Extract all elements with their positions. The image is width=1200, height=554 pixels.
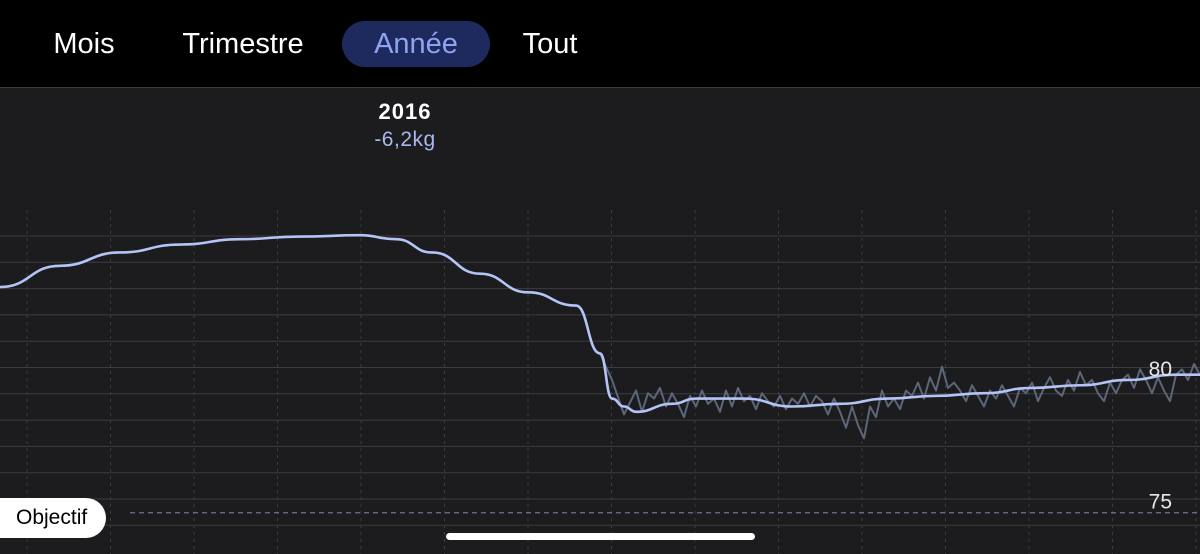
raw-weight-line xyxy=(599,352,1200,440)
selected-period-weight-change: -6,2kg xyxy=(374,128,436,151)
tab-tout[interactable]: Tout xyxy=(522,28,578,60)
period-tab-bar: Mois Trimestre Année Tout xyxy=(0,0,1200,88)
tab-mois[interactable]: Mois xyxy=(53,28,115,60)
y-tick-label: 80 xyxy=(1149,358,1172,381)
tab-annee[interactable]: Année xyxy=(342,21,490,67)
home-indicator xyxy=(446,533,755,540)
y-tick-label: 75 xyxy=(1149,491,1172,514)
tab-trimestre[interactable]: Trimestre xyxy=(182,28,304,60)
goal-badge[interactable]: Objectif xyxy=(0,498,107,538)
selected-period-year: 2016 xyxy=(378,99,432,124)
trend-weight-line xyxy=(0,233,1200,414)
